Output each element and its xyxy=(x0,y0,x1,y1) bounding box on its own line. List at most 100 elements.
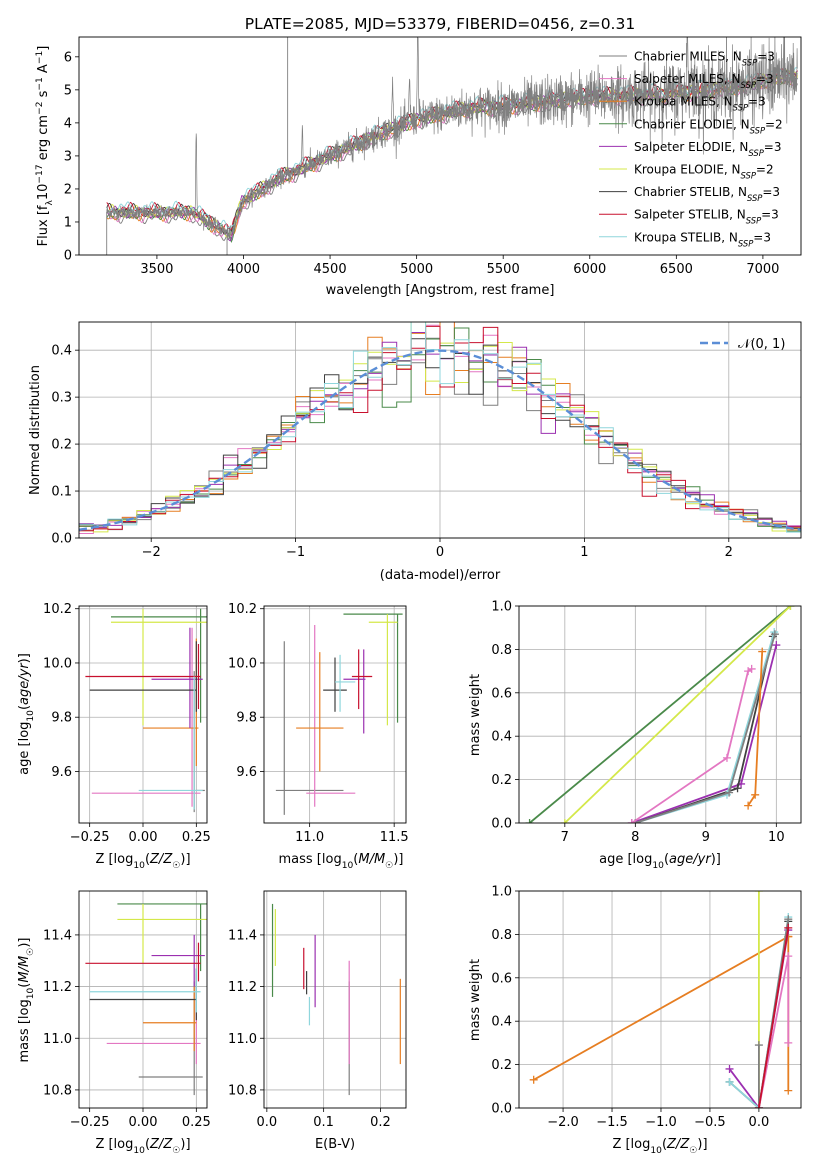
plot-age-vs-mass: 11.0 11.5 9.6 9.8 10.0 10.2 mass [log10(M/M☉)] xyxy=(228,602,409,871)
plot-weight-vs-age: 7 8 9 10 0.0 0.2 0.4 0.6 0.8 1.0 age [log10(age/yr… xyxy=(468,600,802,871)
x-axis-label: wavelength [Angstrom, rest frame] xyxy=(326,283,555,298)
data-point xyxy=(85,643,201,710)
plot-area xyxy=(271,903,401,1096)
y-tick-label: 0.6 xyxy=(491,686,512,701)
residual-histogram xyxy=(79,322,801,533)
weight-marker xyxy=(560,819,569,823)
weight-marker xyxy=(751,790,760,799)
plot-mass-vs-Z: −0.25 0.00 0.25 10.8 11.0 11.2 11.4 Z [log10(Z/… xyxy=(17,890,211,1156)
x-tick-label: 0.0 xyxy=(256,1115,277,1130)
weight-marker xyxy=(744,801,753,810)
plot-area xyxy=(79,322,801,534)
data-point xyxy=(343,649,366,734)
y-tick-label: 0.8 xyxy=(491,643,512,658)
plot-mass-vs-EBV: 0.0 0.1 0.2 10.8 11.0 11.2 11.4 E(B-V) xyxy=(228,890,407,1152)
model-spectrum-line xyxy=(106,75,798,242)
x-axis-label: Z [log10(Z/Z☉)] xyxy=(95,852,190,871)
y-tick-label: 0.0 xyxy=(51,532,72,547)
legend-label: Kroupa STELIB, NSSP=3 xyxy=(634,230,771,248)
y-tick-label: 10.8 xyxy=(43,1083,72,1098)
y-tick-label: 10.8 xyxy=(228,1083,257,1098)
data-point xyxy=(151,627,203,729)
weight-marker xyxy=(725,1077,734,1086)
figure-title: PLATE=2085, MJD=53379, FIBERID=0456, z=0… xyxy=(245,15,635,33)
x-tick-label: −0.25 xyxy=(70,830,110,845)
legend-label: Salpeter MILES, NSSP=3 xyxy=(634,72,774,90)
legend-label: Salpeter ELODIE, NSSP=3 xyxy=(634,140,782,158)
x-tick-label: 8 xyxy=(631,830,639,845)
weight-marker xyxy=(747,664,756,673)
y-axis-label: Normed distribution xyxy=(28,365,43,495)
y-tick-label: 0.6 xyxy=(491,971,512,986)
x-tick-label: 11.5 xyxy=(380,830,409,845)
axes-frame xyxy=(78,321,802,539)
y-tick-label: 6 xyxy=(64,50,72,65)
y-tick-label: 11.0 xyxy=(43,1032,72,1047)
y-tick-label: 0.4 xyxy=(51,344,72,359)
x-axis-label: Z [log10(Z/Z☉)] xyxy=(95,1137,190,1156)
y-tick-label: 0.0 xyxy=(491,817,512,832)
x-tick-label: 11.0 xyxy=(295,830,324,845)
x-tick-label: 6000 xyxy=(573,262,606,277)
axes-frame xyxy=(263,605,407,824)
weight-marker xyxy=(784,1086,793,1095)
legend: 𝒩(0, 1) xyxy=(700,337,785,352)
weight-marker xyxy=(754,891,763,895)
weight-marker xyxy=(725,1064,734,1073)
axes-frame xyxy=(78,605,208,824)
x-tick-label: 10 xyxy=(768,830,785,845)
y-tick-label: 0.0 xyxy=(491,1102,512,1117)
y-tick-label: 11.0 xyxy=(228,1032,257,1047)
y-tick-label: 11.2 xyxy=(228,980,257,995)
data-point xyxy=(143,986,197,1052)
plot-spectrum: 3500 4000 4500 5000 5500 6000 6500 7000 0 1 2 3 4 5 6 w… xyxy=(35,36,802,298)
data-point xyxy=(138,676,203,810)
weight-marker xyxy=(754,1041,763,1050)
data-point xyxy=(106,973,201,1065)
x-axis-label: Z [log10(Z/Z☉)] xyxy=(612,1137,707,1156)
legend-label: Kroupa ELODIE, NSSP=2 xyxy=(634,163,774,181)
y-tick-label: 10.2 xyxy=(228,602,257,617)
data-point xyxy=(343,613,403,723)
data-point xyxy=(89,968,201,1013)
data-point xyxy=(111,608,207,726)
plot-area xyxy=(85,608,207,813)
data-point xyxy=(151,934,205,987)
axes-frame xyxy=(78,890,208,1109)
y-tick-label: 2 xyxy=(64,182,72,197)
x-tick-label: 0.0 xyxy=(749,1115,770,1130)
weight-line xyxy=(631,668,753,823)
y-tick-label: 0.3 xyxy=(51,391,72,406)
x-axis-label: E(B-V) xyxy=(315,1137,355,1152)
y-tick-label: 9.6 xyxy=(51,765,72,780)
y-tick-label: 10.0 xyxy=(228,656,257,671)
data-point xyxy=(335,654,356,712)
x-tick-label: 7000 xyxy=(746,262,779,277)
data-point xyxy=(111,608,207,723)
x-tick-label: −1.0 xyxy=(645,1115,677,1130)
weight-marker xyxy=(525,819,534,823)
y-tick-label: 10.0 xyxy=(43,656,72,671)
x-tick-label: −0.25 xyxy=(70,1115,110,1130)
observed-spectrum xyxy=(106,37,798,241)
axes-frame xyxy=(263,890,407,1109)
x-tick-label: 0 xyxy=(436,545,444,560)
gaussian-curve xyxy=(79,349,801,531)
axes-frame xyxy=(518,890,802,1109)
legend-label: Chabrier STELIB, NSSP=3 xyxy=(634,185,780,203)
y-tick-label: 4 xyxy=(64,116,72,131)
x-tick-label: 0.25 xyxy=(182,1115,211,1130)
x-tick-label: 9 xyxy=(702,830,710,845)
x-tick-label: 6500 xyxy=(660,262,693,277)
x-tick-label: 0.00 xyxy=(129,1115,158,1130)
x-tick-label: 1 xyxy=(580,545,588,560)
y-tick-label: 0.4 xyxy=(491,730,512,745)
legend: Chabrier MILES, NSSP=3 Salpeter MILES, NS… xyxy=(599,50,783,248)
x-tick-label: 5000 xyxy=(400,262,433,277)
weight-line xyxy=(564,606,792,823)
y-tick-label: 3 xyxy=(64,149,72,164)
data-point xyxy=(275,641,344,815)
weight-marker xyxy=(627,819,636,823)
weight-marker xyxy=(733,784,742,793)
